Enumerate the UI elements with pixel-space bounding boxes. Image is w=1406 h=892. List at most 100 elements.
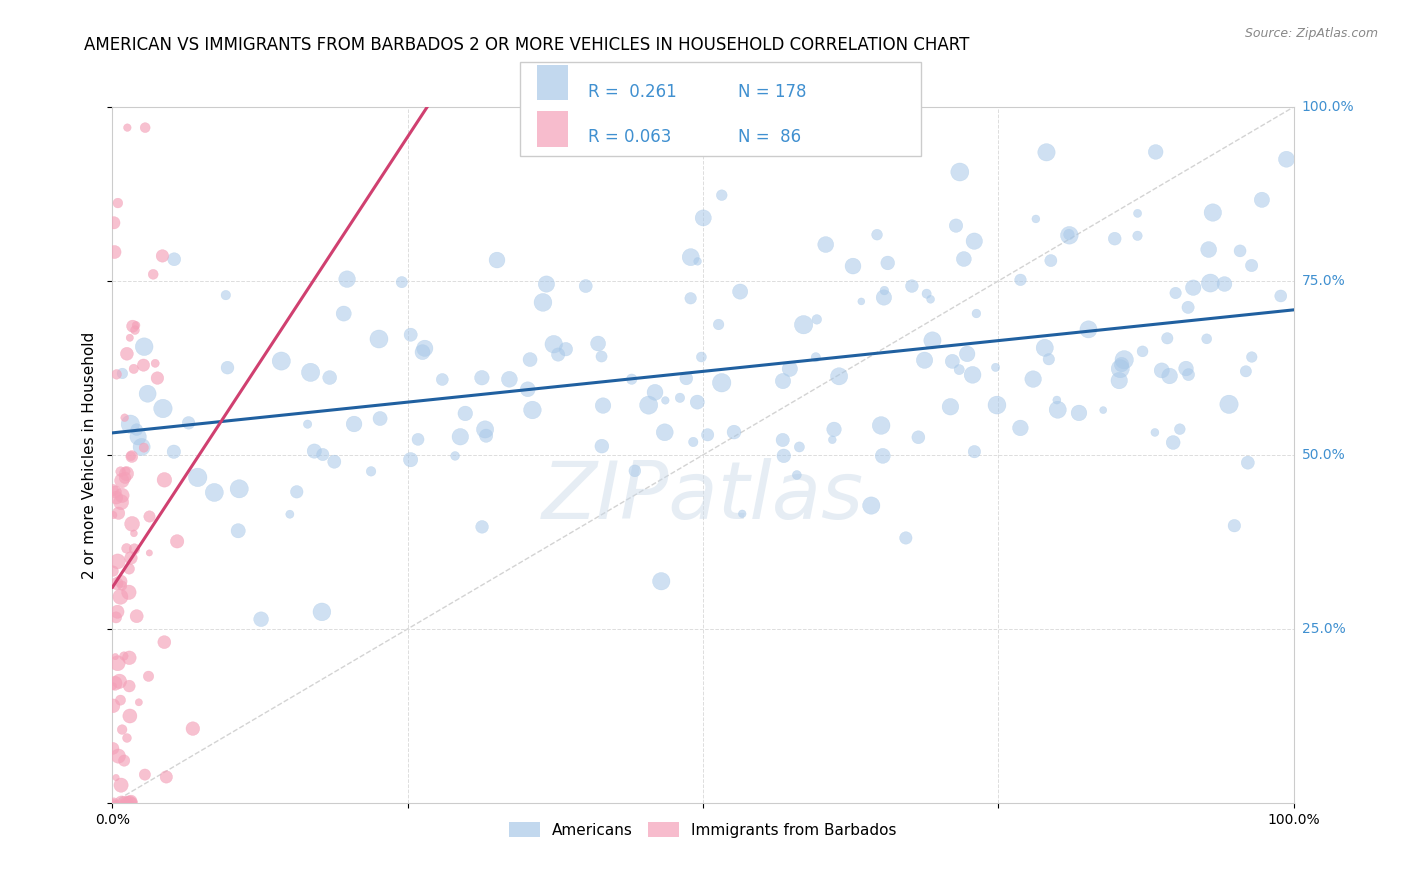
Point (650, 574, 672, 589)
Point (312, 448, 335, 462)
Point (1175, 361, 1198, 376)
Point (134, 767, 156, 781)
Point (187, 470, 209, 484)
Point (152, 401, 174, 416)
Point (117, 120, 139, 135)
Point (963, 444, 986, 458)
Text: R = 0.063: R = 0.063 (588, 128, 671, 146)
Point (696, 427, 718, 442)
Point (125, 318, 148, 333)
Point (591, 350, 613, 364)
Point (108, 796, 131, 810)
Point (842, 259, 865, 273)
Point (876, 256, 898, 270)
Point (118, 709, 141, 723)
Point (103, 796, 125, 810)
Point (115, 467, 138, 481)
Point (949, 165, 972, 179)
Point (921, 334, 943, 348)
Point (101, 483, 124, 497)
Point (115, 541, 138, 556)
Point (965, 306, 987, 320)
Text: 100.0%: 100.0% (1302, 100, 1354, 114)
Point (454, 406, 477, 420)
Point (138, 509, 160, 524)
Point (1156, 331, 1178, 345)
Point (806, 312, 828, 326)
Text: AMERICAN VS IMMIGRANTS FROM BARBADOS 2 OR MORE VEHICLES IN HOUSEHOLD CORRELATION: AMERICAN VS IMMIGRANTS FROM BARBADOS 2 O… (84, 36, 970, 54)
Point (686, 395, 709, 409)
Point (786, 468, 808, 483)
Point (723, 425, 745, 439)
Point (1077, 322, 1099, 336)
Point (772, 374, 794, 388)
Point (1177, 301, 1199, 315)
Point (1218, 397, 1240, 411)
Point (111, 579, 134, 593)
Point (914, 353, 936, 368)
Point (103, 508, 125, 522)
Point (132, 358, 155, 372)
Y-axis label: 2 or more Vehicles in Household: 2 or more Vehicles in Household (82, 331, 97, 579)
Point (120, 417, 142, 432)
Point (105, 491, 128, 505)
Point (118, 585, 141, 599)
Point (1240, 259, 1263, 273)
Point (304, 444, 326, 458)
Point (103, 796, 125, 810)
Point (779, 362, 801, 376)
Point (772, 433, 794, 447)
Point (368, 411, 391, 425)
Point (153, 635, 176, 649)
Point (860, 499, 883, 513)
Point (894, 531, 917, 545)
Point (155, 770, 177, 784)
Point (228, 482, 250, 496)
Point (1067, 406, 1090, 420)
Point (105, 576, 128, 591)
Point (152, 249, 174, 263)
Point (624, 464, 647, 478)
Point (118, 650, 141, 665)
Point (956, 347, 979, 361)
Point (522, 403, 544, 417)
Point (984, 360, 1007, 375)
Point (432, 372, 454, 386)
Point (118, 679, 141, 693)
Point (138, 546, 160, 560)
Point (103, 245, 125, 260)
Point (1039, 253, 1062, 268)
Point (710, 376, 733, 390)
Point (134, 340, 156, 354)
Point (1275, 153, 1298, 167)
Point (125, 423, 148, 437)
Point (1126, 206, 1149, 220)
Point (669, 391, 692, 405)
Point (299, 365, 322, 379)
Point (114, 410, 136, 425)
Point (731, 507, 754, 521)
Point (111, 474, 134, 488)
Point (122, 526, 145, 541)
Point (814, 237, 837, 252)
Point (692, 211, 714, 225)
Text: 50.0%: 50.0% (1302, 448, 1346, 462)
Point (250, 612, 273, 626)
Point (107, 506, 129, 520)
Point (118, 796, 141, 810)
Point (1038, 352, 1060, 367)
Point (124, 323, 146, 337)
Point (217, 360, 239, 375)
Point (1010, 273, 1032, 287)
Point (114, 471, 136, 485)
Point (105, 368, 128, 382)
Point (138, 669, 160, 683)
Point (547, 347, 569, 361)
Point (107, 605, 129, 619)
Point (112, 754, 135, 768)
Point (620, 372, 643, 386)
Point (101, 698, 124, 713)
Point (1035, 145, 1057, 160)
Point (1182, 281, 1205, 295)
Point (644, 385, 666, 400)
